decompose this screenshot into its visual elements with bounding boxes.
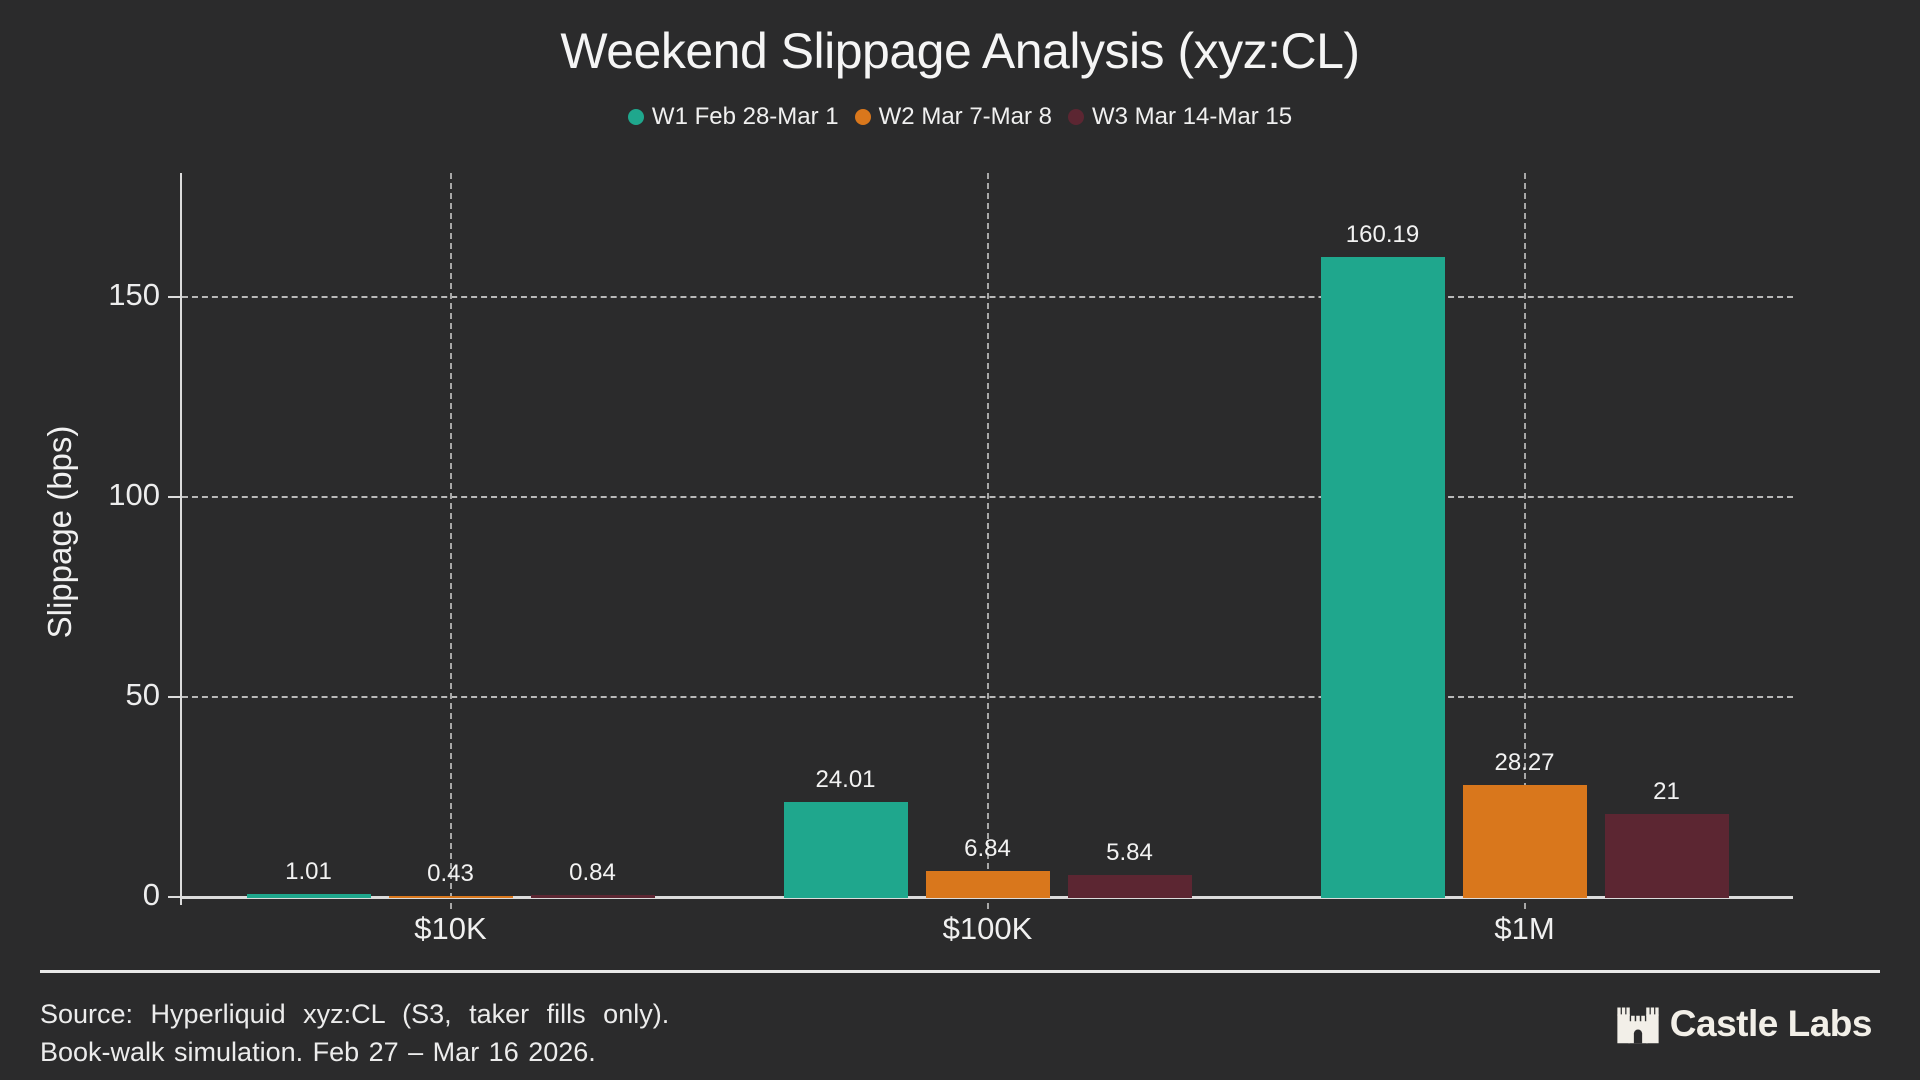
legend-item: W3 Mar 14-Mar 15 xyxy=(1068,103,1292,131)
source-line-2: Book-walk simulation. Feb 27 – Mar 16 20… xyxy=(40,1037,596,1067)
x-category-label: $10K xyxy=(414,911,487,946)
x-gridline xyxy=(449,173,452,909)
bar-value-label: 6.84 xyxy=(964,834,1011,862)
bar-value-label: 5.84 xyxy=(1106,838,1153,866)
legend-item: W2 Mar 7-Mar 8 xyxy=(854,103,1053,131)
legend-label: W1 Feb 28-Mar 1 xyxy=(651,103,839,130)
footer-divider xyxy=(40,970,1880,973)
bar xyxy=(1604,814,1729,898)
legend-dot-icon xyxy=(627,109,644,125)
legend: W1 Feb 28-Mar 1 W2 Mar 7-Mar 8 W3 Mar 14-M… xyxy=(0,103,1920,131)
bar-value-label: 24.01 xyxy=(815,765,876,793)
y-tick-mark xyxy=(168,896,182,898)
chart-title: Weekend Slippage Analysis (xyz:CL) xyxy=(560,23,1360,79)
y-tick-label: 50 xyxy=(125,677,160,712)
legend-label: W3 Mar 14-Mar 15 xyxy=(1092,103,1293,130)
bar xyxy=(925,870,1050,898)
x-category-label: $100K xyxy=(942,911,1033,946)
y-tick-label: 150 xyxy=(108,277,160,312)
legend-dot-icon xyxy=(854,109,871,125)
y-tick-label: 0 xyxy=(142,877,160,912)
bar-value-label: 160.19 xyxy=(1345,221,1420,249)
bar xyxy=(246,893,371,898)
bar-value-label: 28.27 xyxy=(1494,748,1555,776)
y-tick-mark xyxy=(168,496,182,498)
legend-dot-icon xyxy=(1068,109,1085,125)
y-axis-line xyxy=(180,173,182,905)
legend-label: W2 Mar 7-Mar 8 xyxy=(878,103,1053,130)
x-gridline xyxy=(1523,173,1526,909)
y-axis-label: Slippage (bps) xyxy=(41,425,78,639)
bar xyxy=(1462,784,1587,898)
y-tick-label: 100 xyxy=(108,477,160,512)
source-line-1: Source: Hyperliquid xyz:CL (S3, taker fi… xyxy=(40,999,670,1029)
bar xyxy=(1067,874,1192,898)
plot-area: 0 50 100 150 $10K 1.01 0.43 0.84 $100K 24.01 6.84 5… xyxy=(108,173,1793,946)
x-category-label: $1M xyxy=(1494,911,1555,946)
y-tick-mark xyxy=(168,696,182,698)
bar xyxy=(530,894,655,898)
y-tick-mark xyxy=(168,296,182,298)
brand-logo: Castle Labs xyxy=(1616,1002,1873,1046)
source-note: Source: Hyperliquid xyz:CL (S3, taker fi… xyxy=(40,995,669,1071)
bar-value-label: 0.43 xyxy=(427,860,474,887)
brand-name: Castle Labs xyxy=(1669,1003,1873,1044)
bar xyxy=(388,896,513,898)
bar-value-label: 1.01 xyxy=(285,857,332,885)
bar xyxy=(783,801,908,898)
bar-value-label: 21 xyxy=(1653,778,1680,805)
x-gridline xyxy=(986,173,989,909)
bar xyxy=(1320,257,1445,898)
castle-icon xyxy=(1617,1007,1659,1044)
legend-item: W1 Feb 28-Mar 1 xyxy=(627,103,839,131)
bar-value-label: 0.84 xyxy=(569,858,616,886)
